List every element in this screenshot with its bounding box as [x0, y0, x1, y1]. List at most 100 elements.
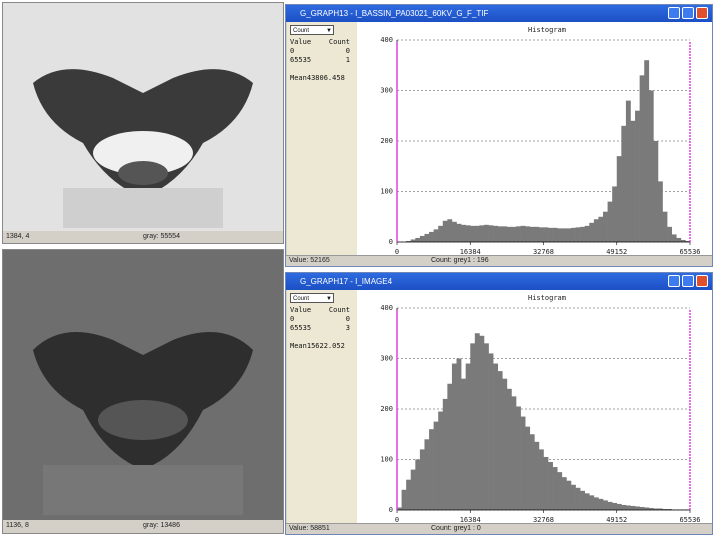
status-bar: Value: 52165 Count: grey1 : 196 — [286, 255, 712, 266]
x-tick-label: 0 — [395, 516, 399, 523]
histogram-bar — [548, 462, 553, 510]
histogram-bar — [630, 120, 636, 242]
x-tick-label: 32768 — [533, 248, 554, 255]
histogram-bar — [488, 353, 494, 510]
histogram-bar — [644, 60, 650, 243]
table-header: Value Count — [290, 306, 350, 314]
table-cell: 1 — [345, 56, 350, 64]
histogram-bar — [685, 240, 691, 242]
histogram-bar — [497, 226, 503, 242]
histogram-bar — [589, 222, 595, 242]
histogram-bar — [419, 235, 425, 242]
y-tick-label: 300 — [380, 355, 393, 363]
table-row: 65535 3 — [290, 324, 350, 332]
status-position: 1136, 8 — [6, 522, 29, 529]
image-panel: 1384, 4 gray: 55554 — [2, 2, 284, 244]
histogram-bar — [580, 490, 586, 510]
histogram-bar — [538, 227, 544, 242]
histogram-window: G_GRAPH17 - I_IMAGE4 Count ▼ Value Count 0 0 65… — [285, 272, 713, 535]
histogram-bar — [465, 225, 471, 242]
histogram-bar — [470, 343, 476, 510]
image-panel: 1136, 8 gray: 13486 — [2, 249, 284, 534]
table-cell: 3 — [345, 324, 350, 332]
maximize-button[interactable] — [682, 7, 694, 19]
histogram-bar — [575, 487, 581, 510]
histogram-bar — [584, 225, 590, 242]
minimize-button[interactable] — [668, 275, 680, 287]
histogram-bar — [438, 225, 444, 242]
histogram-bar — [488, 225, 494, 242]
count-dropdown[interactable]: Count ▼ — [290, 293, 334, 303]
histogram-bar — [543, 456, 549, 510]
count-dropdown[interactable]: Count ▼ — [290, 25, 334, 35]
histogram-bar — [461, 378, 466, 510]
histogram-bar — [616, 503, 622, 510]
histogram-bar — [534, 226, 540, 242]
mean-value: Mean43806.458 — [290, 74, 345, 82]
header-cell: Count — [328, 38, 350, 46]
x-tick-label: 65536 — [679, 248, 700, 255]
histogram-bar — [525, 426, 531, 510]
table-row: 65535 1 — [290, 56, 350, 64]
dropdown-arrow: ▼ — [326, 296, 332, 302]
histogram-bar — [657, 508, 663, 510]
status-gray: gray: 13486 — [143, 522, 180, 529]
histogram-bar — [625, 100, 631, 242]
maximize-button[interactable] — [682, 275, 694, 287]
histogram-bar — [406, 479, 412, 510]
histogram-bar — [580, 226, 586, 242]
histogram-bar — [598, 498, 604, 510]
histogram-bar — [566, 480, 572, 510]
x-tick-label: 49152 — [606, 516, 627, 523]
histogram-bar — [538, 449, 544, 510]
close-button[interactable] — [696, 7, 708, 19]
histogram-bar — [653, 141, 659, 242]
close-button[interactable] — [696, 275, 708, 287]
histogram-bar — [589, 495, 595, 510]
histogram-bar — [598, 216, 604, 242]
histogram-bar — [410, 239, 416, 242]
histogram-bar — [516, 226, 521, 242]
histogram-bar — [552, 227, 558, 242]
histogram-bar — [648, 90, 654, 242]
histogram-bar — [616, 156, 622, 242]
window-title: G_GRAPH13 - I_BASSIN_PA03021_60KV_G_F_TI… — [300, 9, 489, 18]
histogram-bar — [557, 472, 563, 510]
histogram-bar — [451, 363, 457, 510]
y-tick-label: 200 — [380, 137, 393, 145]
histogram-window: G_GRAPH13 - I_BASSIN_PA03021_60KV_G_F_TI… — [285, 4, 713, 267]
table-cell: 0 — [345, 47, 350, 55]
histogram-bar — [575, 227, 581, 242]
histogram-bar — [511, 226, 517, 242]
histogram-bar — [419, 449, 425, 510]
histogram-bar — [506, 226, 512, 242]
histogram-bar — [534, 441, 540, 510]
histogram-bar — [447, 219, 453, 242]
histogram-bar — [625, 505, 631, 510]
histogram-bar — [584, 493, 590, 510]
histogram-bar — [456, 358, 462, 510]
histogram-bar — [667, 508, 672, 510]
window-title: G_GRAPH17 - I_IMAGE4 — [300, 277, 393, 286]
y-tick-label: 400 — [380, 36, 393, 44]
histogram-bar — [493, 225, 499, 242]
histogram-bar — [635, 506, 640, 510]
histogram-bar — [635, 110, 640, 242]
y-tick-label: 0 — [389, 238, 393, 246]
histogram-bar — [424, 439, 430, 510]
histogram-bar — [502, 226, 508, 242]
minimize-button[interactable] — [668, 7, 680, 19]
title-bar: G_GRAPH17 - I_IMAGE4 — [286, 273, 712, 290]
histogram-bar — [474, 225, 480, 242]
histogram-bar — [529, 434, 535, 510]
mean-value: Mean15622.052 — [290, 342, 345, 350]
histogram-bar — [401, 489, 407, 510]
histogram-bar — [511, 396, 517, 510]
table-cell: 0 — [290, 315, 295, 323]
y-tick-label: 300 — [380, 87, 393, 95]
histogram-bar — [570, 484, 576, 510]
histogram-bar — [520, 225, 526, 242]
histogram-bar — [410, 469, 416, 510]
histogram-bar — [593, 497, 599, 510]
